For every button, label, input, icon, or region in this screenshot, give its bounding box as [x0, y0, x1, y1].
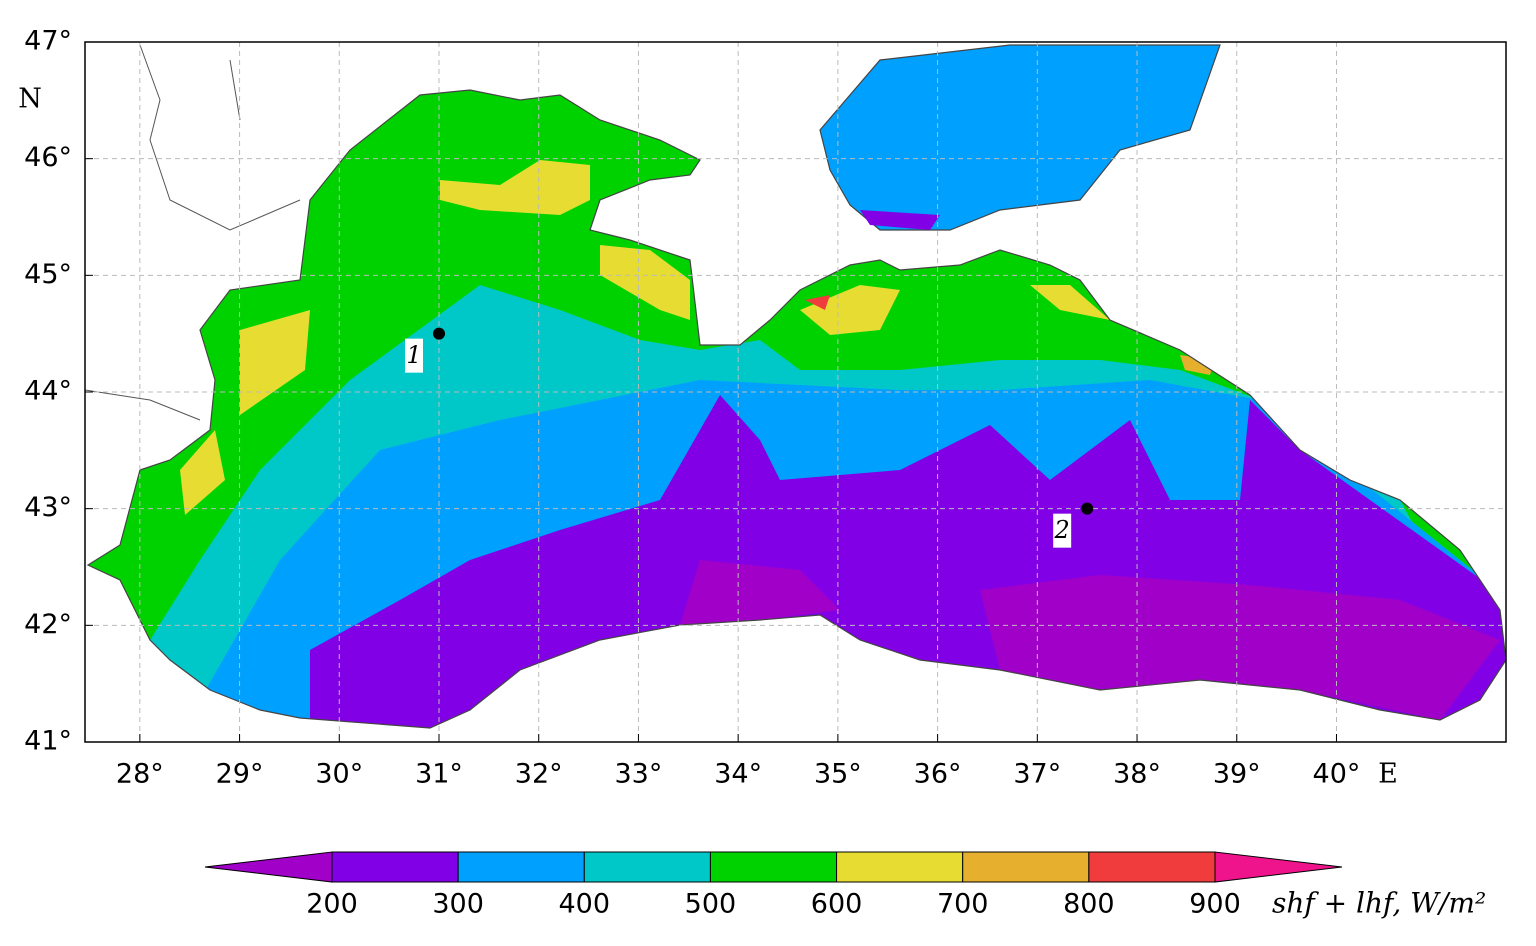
lon-tick-label: 31°: [415, 759, 463, 790]
colorbar-tick-label: 400: [559, 889, 611, 920]
colorbar-tick-label: 700: [937, 889, 989, 920]
heat-flux-field: [84, 44, 1507, 729]
station-label: 1: [406, 341, 421, 369]
colorbar-segment: [709, 851, 838, 883]
colorbar-segment: [836, 851, 964, 883]
lat-unit: N: [18, 84, 42, 115]
colorbar-over: [1214, 851, 1343, 883]
lon-tick-label: 29°: [216, 759, 264, 790]
station-label: 2: [1054, 516, 1070, 544]
axis-ticks: 28° 29° 30° 31° 32° 33° 34° 35° 36° 37° 38° 39° 40° 4…: [24, 26, 1360, 790]
lon-tick-label: 33°: [615, 759, 663, 790]
colorbar-segment: [962, 851, 1090, 883]
station-marker: [433, 327, 446, 340]
lat-tick-label: 46°: [24, 142, 72, 173]
lat-tick-label: 44°: [24, 376, 72, 407]
colorbar-segment: [457, 851, 585, 883]
lat-tick-label: 42°: [24, 609, 72, 640]
stations: 12: [405, 327, 1094, 548]
lon-tick-label: 37°: [1013, 759, 1061, 790]
colorbar-label: shf + lhf, W/m²: [1272, 887, 1486, 920]
station-label-box: [1053, 513, 1072, 548]
colorbar-under: [204, 851, 333, 883]
lat-tick-label: 43°: [24, 492, 72, 523]
colorbar-tick-label: 900: [1189, 889, 1241, 920]
colorbar-tick-label: 500: [685, 889, 737, 920]
colorbar-segment: [1088, 851, 1216, 883]
lon-tick-label: 39°: [1213, 759, 1261, 790]
colorbar-segment: [583, 851, 711, 883]
colorbar: 200 300 400 500 600 700 800 900: [204, 851, 1343, 920]
station-marker: [1081, 502, 1094, 515]
colorbar-tick-label: 200: [306, 889, 358, 920]
lon-tick-label: 40°: [1313, 759, 1361, 790]
lat-tick-label: 41°: [24, 726, 72, 757]
lon-unit: E: [1378, 759, 1398, 790]
colorbar-tick-label: 300: [432, 889, 484, 920]
lon-tick-label: 30°: [315, 759, 363, 790]
colorbar-tick-label: 600: [811, 889, 863, 920]
lon-tick-label: 38°: [1113, 759, 1161, 790]
colorbar-tick-label: 800: [1063, 889, 1115, 920]
station-label-box: [405, 338, 424, 373]
lat-tick-label: 47°: [24, 26, 72, 57]
lon-tick-label: 36°: [914, 759, 962, 790]
colorbar-segment: [331, 851, 459, 883]
lon-tick-label: 32°: [515, 759, 563, 790]
lon-tick-label: 35°: [814, 759, 862, 790]
lat-tick-label: 45°: [24, 259, 72, 290]
lon-tick-label: 28°: [116, 759, 164, 790]
lon-tick-label: 34°: [714, 759, 762, 790]
